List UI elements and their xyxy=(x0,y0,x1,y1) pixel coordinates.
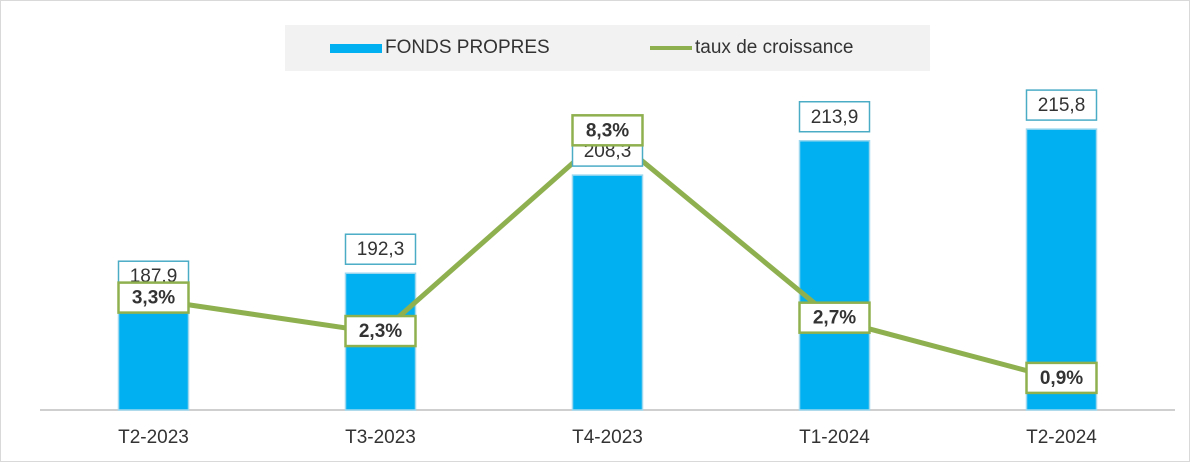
data-label: 3,3% xyxy=(132,288,175,309)
data-label-box xyxy=(798,100,871,133)
legend-label: taux de croissance xyxy=(695,37,853,58)
data-label-box xyxy=(798,301,871,334)
data-label: 0,9% xyxy=(1040,368,1083,389)
legend-label: FONDS PROPRES xyxy=(385,37,550,58)
data-label: 215,8 xyxy=(1038,95,1086,116)
bar xyxy=(798,139,871,411)
x-tick-label: T2-2023 xyxy=(118,427,189,448)
bar xyxy=(117,299,190,411)
data-label: 192,3 xyxy=(357,239,405,260)
data-label-box xyxy=(1025,361,1098,395)
data-label-box xyxy=(344,314,417,348)
data-label: 2,7% xyxy=(813,308,856,329)
data-label-box xyxy=(571,114,644,147)
data-label-box xyxy=(117,281,190,314)
legend-box xyxy=(285,25,930,71)
data-label: 2,3% xyxy=(359,321,402,342)
data-label-box xyxy=(344,233,417,265)
x-tick-label: T4-2023 xyxy=(572,427,643,448)
bar xyxy=(571,174,644,411)
data-label: 8,3% xyxy=(586,120,629,141)
data-label-box xyxy=(1025,89,1098,121)
data-label: 213,9 xyxy=(811,107,859,128)
x-tick-label: T3-2023 xyxy=(345,427,416,448)
x-tick-label: T1-2024 xyxy=(799,427,870,448)
x-tick-label: T2-2024 xyxy=(1026,427,1097,448)
legend-swatch xyxy=(330,44,382,53)
